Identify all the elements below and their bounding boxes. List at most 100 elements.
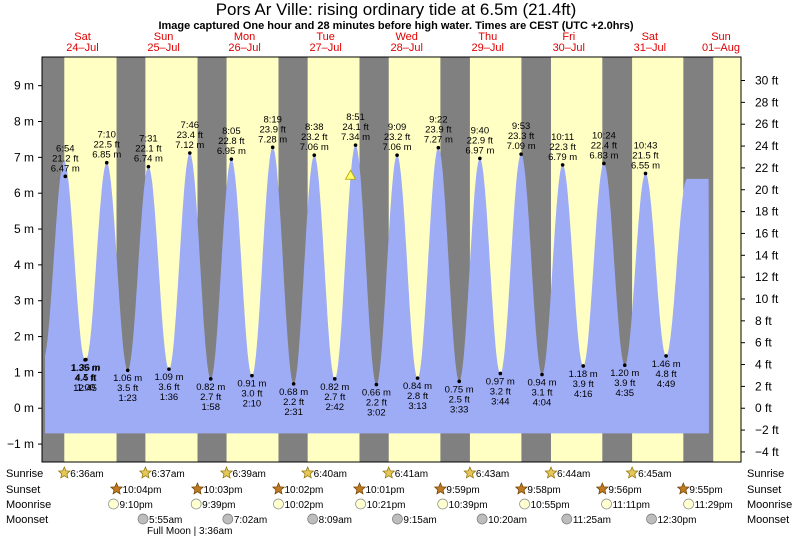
sunset-time: 9:59pm [446, 485, 479, 496]
high-tide-metres: 7.34 m [341, 132, 370, 143]
astro-row-label-left: Sunrise [6, 468, 43, 480]
high-tide-time: 9:53 [512, 121, 531, 132]
sunset-time: 10:01pm [365, 485, 404, 496]
low-tide-metres: 1.18 m [569, 369, 598, 380]
tide-point [395, 153, 399, 158]
tide-point [167, 367, 171, 371]
high-tide-metres: 6.95 m [217, 146, 246, 157]
low-tide-feet: 3.9 ft [614, 378, 635, 389]
high-tide-feet: 23.3 ft [508, 131, 535, 142]
high-tide-feet: 24.1 ft [342, 122, 369, 133]
day-date: 01–Aug [702, 42, 740, 54]
tide-point [208, 377, 213, 381]
day-name: Wed [395, 31, 417, 43]
y-axis-feet: −4 ft −2 ft 0 ft 2 ft 4 ft 6 ft 8 ft 10 ft 12 ft… [741, 74, 779, 459]
current-level-triangle [344, 169, 357, 180]
astro-rows: Sunrise Sunset Moonrise Moonset Sunrise Sunse… [6, 466, 792, 537]
y-tick-label-feet: 30 ft [755, 74, 779, 88]
sunset-icon [514, 482, 528, 495]
moonrise-time: 10:02pm [284, 500, 323, 511]
low-tide-time: 3:02 [367, 408, 386, 419]
moon-phase-note: Full Moon | 3:36am [147, 526, 232, 537]
astro-row-label-left: Sunset [6, 484, 40, 496]
moonrise-time: 10:39pm [449, 500, 488, 511]
day-date: 30–Jul [553, 42, 585, 54]
sunset-time: 9:55pm [689, 485, 722, 496]
moonset-icon [222, 513, 234, 525]
y-tick-label-metres: 3 m [14, 294, 34, 308]
sunset-time: 10:02pm [284, 485, 323, 496]
high-tide-metres: 7.09 m [507, 141, 536, 152]
tide-point [478, 156, 482, 161]
tide-point [415, 376, 420, 380]
low-tide-metres: 1.06 m [113, 373, 142, 384]
tide-water-area [45, 145, 709, 434]
low-tide-metres: 0.66 m [362, 388, 391, 399]
sunset-icon [433, 482, 447, 495]
low-tide-feet: 2.7 ft [200, 392, 221, 403]
low-tide-time: 4:49 [657, 379, 676, 390]
low-tide-time: 3:33 [450, 404, 469, 415]
low-tide-feet: 3.5 ft [117, 383, 138, 394]
day-name: Sun [154, 31, 174, 43]
high-tide-metres: 7.06 m [300, 142, 329, 153]
chart-subtitle: Image captured One hour and 28 minutes b… [158, 20, 633, 32]
high-tide-metres: 7.06 m [383, 142, 412, 153]
day-name: Fri [562, 31, 575, 43]
sunset-icon [190, 482, 205, 495]
y-tick-label-metres: 7 m [14, 150, 34, 164]
y-tick-label-metres: 5 m [14, 222, 34, 236]
high-tide-feet: 23.9 ft [259, 124, 286, 135]
day-date: 31–Jul [634, 42, 666, 54]
moonrise-time: 9:10pm [119, 500, 152, 511]
low-tide-time: 4:16 [574, 389, 593, 400]
tide-point [664, 354, 668, 358]
sunrise-time: 6:40am [314, 469, 347, 480]
plot-border [41, 56, 742, 463]
tide-point [560, 163, 565, 167]
y-tick-label-feet: 18 ft [755, 205, 779, 219]
sunset-time: 10:03pm [204, 485, 243, 496]
day-date: 27–Jul [309, 42, 341, 54]
day-date: 28–Jul [390, 42, 422, 54]
low-tide-feet: 2.5 ft [449, 394, 470, 405]
low-tide-time: 4:04 [533, 398, 552, 409]
y-tick-label-feet: 6 ft [755, 336, 772, 350]
high-tide-feet: 23.2 ft [384, 132, 411, 143]
sunrise-icon [463, 466, 477, 479]
high-tide-feet: 23.9 ft [425, 125, 452, 136]
y-tick-label-feet: 22 ft [755, 161, 779, 175]
low-tide-metres: 0.97 m [486, 376, 515, 387]
astro-row-label-right: Sunrise [747, 468, 784, 480]
low-tide-time: 2:10 [243, 399, 262, 410]
high-tide-metres: 6.79 m [548, 152, 577, 163]
low-tide-metres: 0.84 m [403, 381, 432, 392]
moonrise-icon [519, 498, 530, 510]
low-tide-time: 3:44 [491, 396, 510, 407]
moonset-time: 9:15am [403, 515, 436, 526]
sunset-icon [676, 482, 690, 495]
moonset-time: 10:20am [488, 515, 527, 526]
y-tick-label-feet: 8 ft [755, 314, 772, 328]
astro-row-label-left: Moonset [6, 514, 48, 526]
high-tide-feet: 22.3 ft [549, 142, 576, 153]
moonrise-time: 10:55pm [531, 500, 570, 511]
moonrise-icon [108, 498, 119, 510]
low-tide-metres: 0.68 m [279, 387, 308, 398]
low-tide-metres: 0.75 m [445, 384, 474, 395]
high-tide-time: 10:24 [592, 130, 616, 141]
y-tick-label-metres: 0 m [14, 401, 34, 415]
high-tide-time: 8:38 [305, 122, 324, 133]
day-name: Sat [74, 31, 91, 43]
moonset-icon [646, 513, 657, 525]
moonrise-icon [683, 498, 694, 510]
high-tide-metres: 6.55 m [631, 160, 660, 171]
y-tick-label-feet: 26 ft [755, 117, 779, 131]
low-tide-time: 12:45 [73, 383, 97, 394]
y-tick-label-metres: −1 m [7, 437, 34, 451]
moonrise-icon [273, 498, 284, 510]
moonset-time: 7:02am [234, 515, 267, 526]
tide-point [540, 372, 544, 377]
low-tide-feet: 4.8 ft [656, 369, 677, 380]
high-tide-time: 7:31 [139, 134, 158, 145]
